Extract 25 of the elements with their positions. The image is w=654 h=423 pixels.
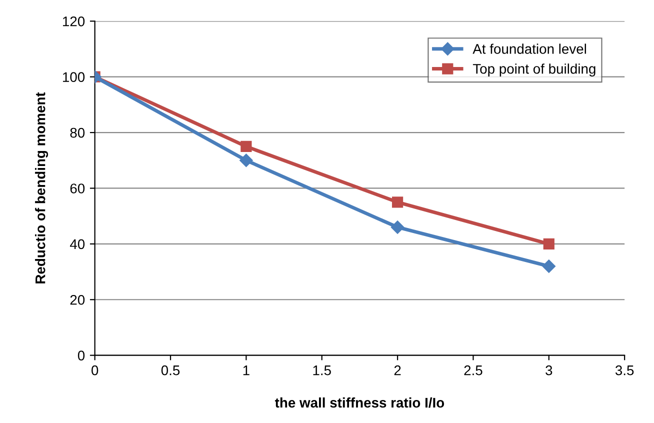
point <box>543 238 554 250</box>
point <box>542 260 556 273</box>
x-tick-label: 1 <box>243 366 250 376</box>
y-tick-label: 120 <box>62 16 85 26</box>
y-tick-label: 20 <box>70 294 85 305</box>
point <box>390 220 404 234</box>
legend-label: Top point of building <box>472 64 596 77</box>
x-tick-label: 3.5 <box>615 365 634 376</box>
x-tick-label: 3 <box>546 365 552 376</box>
x-tick-label: 2 <box>394 365 401 376</box>
y-tick-label: 100 <box>62 72 85 82</box>
x-tick-label: 2.5 <box>464 365 482 376</box>
y-axis-title: Reductio of bending moment <box>35 92 48 284</box>
x-tick-label: 1.5 <box>313 366 331 376</box>
point <box>240 154 253 167</box>
legend-label: At foundation level <box>472 44 586 54</box>
x-axis-title: the wall stiffness ratio I/Io <box>274 397 444 408</box>
y-tick-label: 0 <box>78 350 85 360</box>
y-tick-label: 60 <box>70 184 85 194</box>
y-tick-label: 40 <box>70 239 85 250</box>
x-tick-label: 0 <box>92 365 98 376</box>
point <box>240 140 252 152</box>
point <box>392 196 404 208</box>
x-tick-label: 0.5 <box>161 365 180 376</box>
y-tick-label: 80 <box>70 128 85 138</box>
